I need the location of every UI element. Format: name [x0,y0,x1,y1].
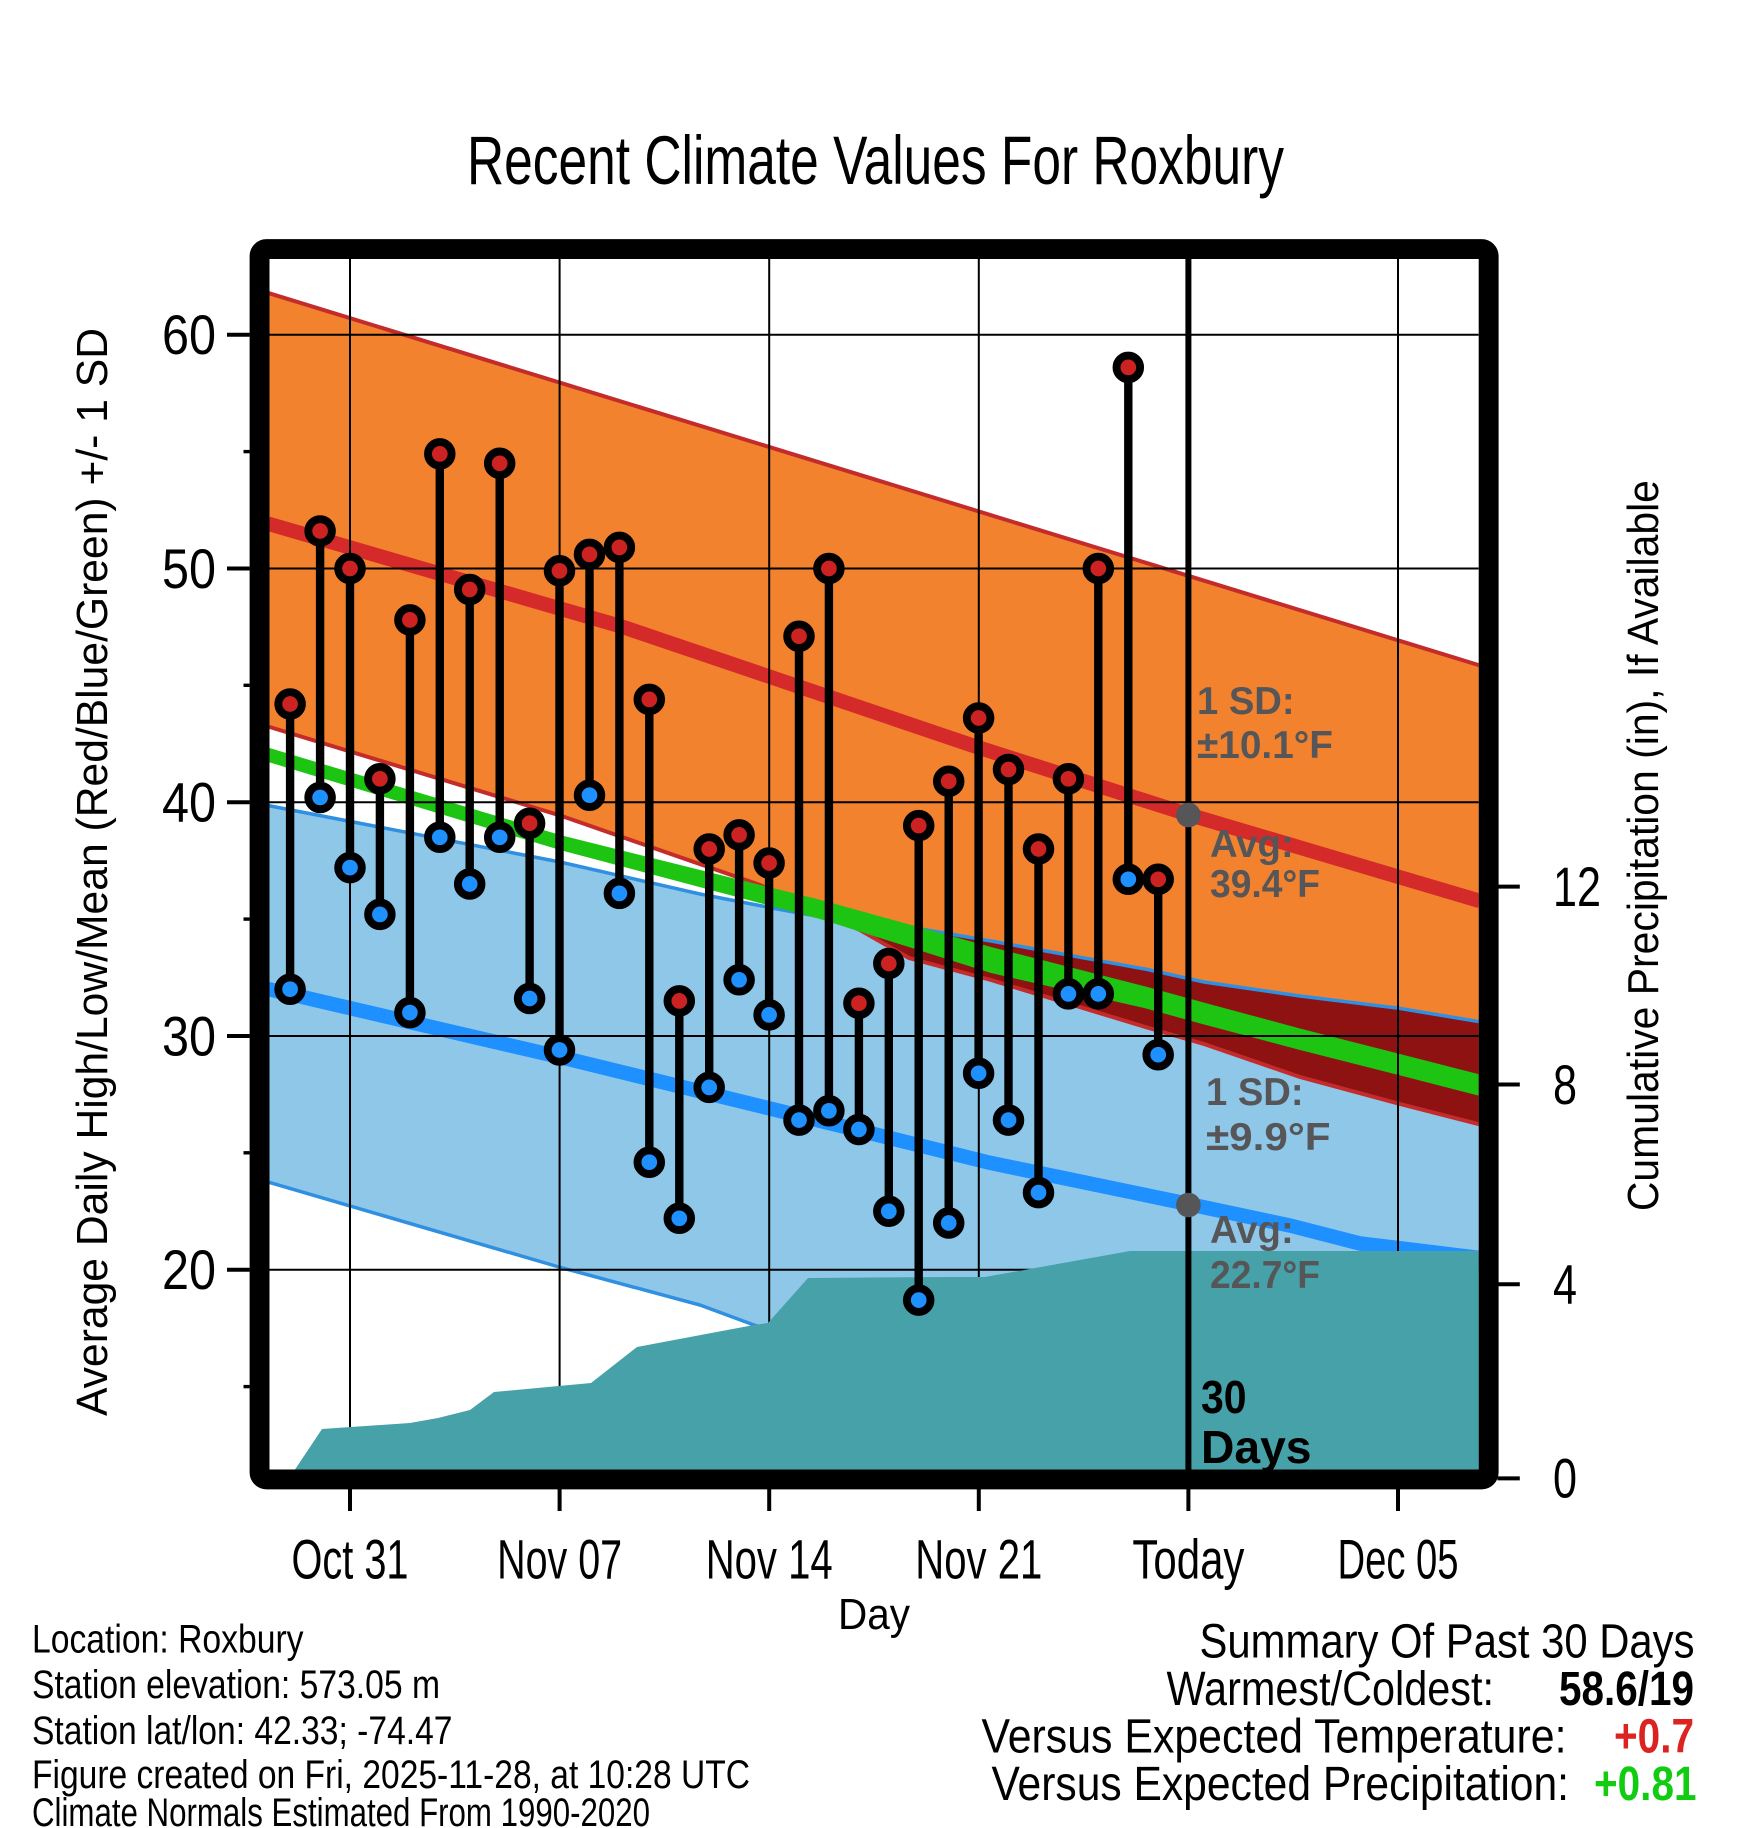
svg-text:58.6/19: 58.6/19 [1559,1663,1694,1716]
svg-text:0: 0 [1553,1447,1577,1510]
svg-text:40: 40 [162,771,216,834]
svg-text:20: 20 [162,1238,216,1301]
svg-text:8: 8 [1553,1053,1577,1116]
svg-text:30: 30 [1201,1371,1247,1423]
svg-text:Location: Roxbury: Location: Roxbury [32,1618,304,1662]
svg-text:Day: Day [838,1590,910,1639]
svg-text:Warmest/Coldest:: Warmest/Coldest: [1167,1663,1495,1716]
svg-text:Nov 07: Nov 07 [497,1528,622,1591]
svg-text:Cumulative Precipitation (in),: Cumulative Precipitation (in), If Availa… [1619,480,1668,1211]
svg-text:12: 12 [1553,855,1601,918]
svg-text:1 SD:: 1 SD: [1206,1071,1304,1114]
svg-text:+0.7: +0.7 [1614,1711,1694,1764]
svg-text:Climate Normals Estimated From: Climate Normals Estimated From 1990-2020 [32,1791,650,1828]
svg-text:Oct 31: Oct 31 [292,1528,409,1591]
svg-text:Recent Climate Values For Roxb: Recent Climate Values For Roxbury [467,122,1284,199]
svg-text:30: 30 [162,1004,216,1067]
svg-text:Station lat/lon: 42.33; -74.47: Station lat/lon: 42.33; -74.47 [32,1709,453,1753]
svg-text:Versus Expected Precipitation:: Versus Expected Precipitation: [992,1758,1570,1811]
svg-text:50: 50 [162,537,216,600]
svg-text:Days: Days [1201,1421,1312,1473]
svg-text:Station elevation: 573.05 m: Station elevation: 573.05 m [32,1663,440,1707]
svg-text:Avg:: Avg: [1210,823,1294,866]
svg-text:±10.1°F: ±10.1°F [1197,724,1333,767]
svg-text:+0.81: +0.81 [1594,1758,1697,1811]
svg-text:Nov 21: Nov 21 [915,1528,1042,1591]
svg-text:Average Daily High/Low/Mean (R: Average Daily High/Low/Mean (Red/Blue/Gr… [68,328,117,1416]
svg-text:Avg:: Avg: [1210,1209,1294,1252]
svg-text:22.7°F: 22.7°F [1210,1254,1320,1297]
svg-text:4: 4 [1553,1253,1577,1316]
svg-text:Nov 14: Nov 14 [706,1528,833,1591]
svg-text:60: 60 [162,303,216,366]
svg-text:1 SD:: 1 SD: [1197,680,1295,723]
svg-text:Summary Of Past 30 Days: Summary Of Past 30 Days [1200,1616,1695,1669]
svg-text:Versus Expected Temperature:: Versus Expected Temperature: [982,1711,1567,1764]
svg-text:Today: Today [1132,1528,1244,1591]
svg-text:Dec 05: Dec 05 [1338,1528,1459,1591]
svg-text:Figure created on Fri, 2025-11: Figure created on Fri, 2025-11-28, at 10… [32,1753,750,1797]
svg-text:±9.9°F: ±9.9°F [1206,1116,1331,1159]
svg-text:39.4°F: 39.4°F [1210,863,1320,906]
